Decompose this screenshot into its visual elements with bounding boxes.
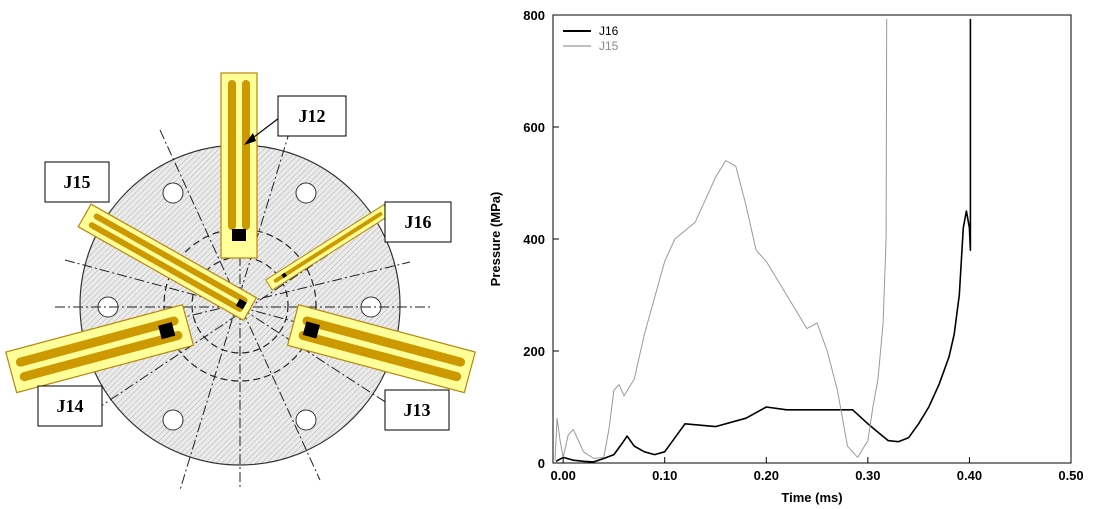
- svg-text:J12: J12: [299, 106, 326, 126]
- y-axis-title: Pressure (MPa): [488, 192, 503, 287]
- plot-frame: [552, 14, 1072, 464]
- y-tick-label: 200: [523, 344, 545, 359]
- svg-text:J16: J16: [405, 212, 432, 232]
- series-line-j15: [554, 18, 888, 461]
- y-tick-label: 800: [523, 8, 545, 23]
- x-tick-label: 0.10: [652, 468, 677, 483]
- x-tick-label: 0.30: [855, 468, 880, 483]
- sensor-layout-diagram: J12 J15 J16 J14 J13: [5, 72, 476, 491]
- x-tick-label: 0.20: [754, 468, 779, 483]
- legend-label-j15: J15: [599, 39, 619, 53]
- svg-text:J13: J13: [404, 400, 431, 420]
- bolt-hole: [162, 409, 184, 431]
- bolt-hole: [295, 409, 317, 431]
- label-j15: J15: [44, 161, 110, 203]
- svg-text:J14: J14: [57, 396, 84, 416]
- pressure-chart: 0.00 0.10 0.20 0.30 0.40 0.50 0 200 400 600 800 J1…: [488, 8, 1084, 505]
- x-tick-label: 0.40: [957, 468, 982, 483]
- label-j13: J13: [384, 389, 450, 431]
- y-tick-label: 0: [538, 456, 545, 471]
- strip-gauge-j12: [220, 72, 258, 259]
- series-line-j16: [555, 18, 972, 463]
- strip-gauge-j15: [77, 203, 258, 322]
- svg-text:J15: J15: [64, 172, 91, 192]
- y-tick-label: 600: [523, 120, 545, 135]
- bolt-hole: [295, 182, 317, 204]
- label-j14: J14: [37, 385, 103, 427]
- x-tick-label: 0.50: [1058, 468, 1083, 483]
- legend-label-j16: J16: [599, 24, 619, 38]
- x-axis-title: Time (ms): [781, 490, 842, 505]
- strip-gauge-j13: [286, 303, 476, 394]
- label-j16: J16: [384, 201, 452, 243]
- strip-gauge-j14: [5, 303, 195, 394]
- bolt-hole: [162, 182, 184, 204]
- x-tick-label: 0.00: [551, 468, 576, 483]
- y-tick-label: 400: [523, 232, 545, 247]
- label-j12: J12: [277, 95, 347, 137]
